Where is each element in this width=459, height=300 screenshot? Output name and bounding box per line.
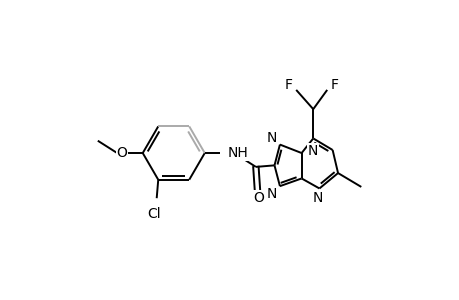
Text: N: N	[266, 131, 277, 146]
Text: F: F	[284, 78, 292, 92]
Text: N: N	[312, 191, 322, 205]
Text: O: O	[116, 146, 127, 160]
Text: O: O	[253, 191, 264, 205]
Text: Cl: Cl	[146, 207, 160, 220]
Text: N: N	[307, 144, 318, 158]
Text: N: N	[266, 187, 277, 201]
Text: NH: NH	[228, 146, 248, 160]
Text: F: F	[330, 78, 338, 92]
